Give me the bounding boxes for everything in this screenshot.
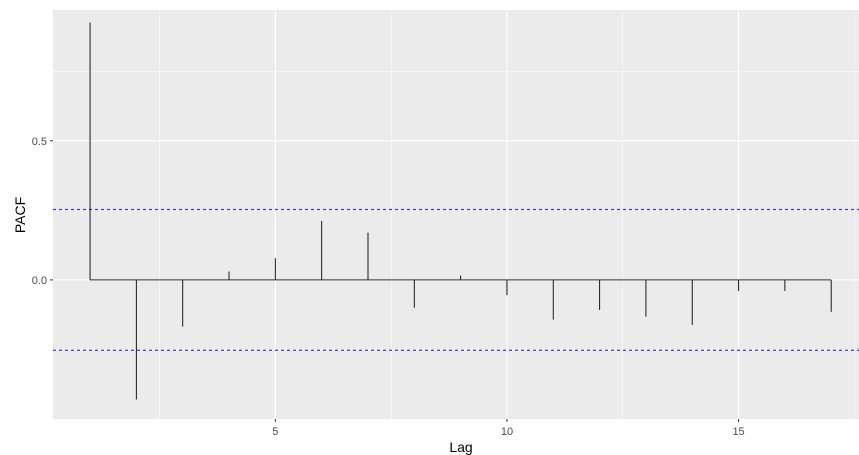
x-tick-label: 5 — [272, 426, 278, 438]
y-tick-label: 0.0 — [32, 275, 47, 287]
pacf-spikes — [89, 22, 832, 400]
y-tick-label: 0.5 — [32, 136, 47, 148]
x-tick-label: 15 — [732, 426, 744, 438]
y-axis-title: PACF — [12, 197, 28, 233]
x-tick-label: 10 — [501, 426, 513, 438]
x-axis: 5 10 15 — [272, 419, 745, 438]
x-axis-title: Lag — [449, 439, 472, 455]
confidence-band — [53, 208, 859, 351]
y-axis: 0.0 0.5 — [32, 136, 53, 287]
